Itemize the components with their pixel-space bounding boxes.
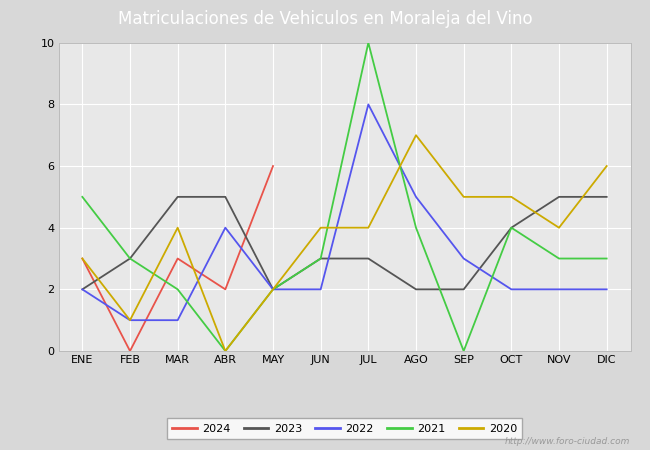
Text: http://www.foro-ciudad.com: http://www.foro-ciudad.com [505, 436, 630, 446]
Text: Matriculaciones de Vehiculos en Moraleja del Vino: Matriculaciones de Vehiculos en Moraleja… [118, 10, 532, 28]
Legend: 2024, 2023, 2022, 2021, 2020: 2024, 2023, 2022, 2021, 2020 [166, 418, 523, 440]
